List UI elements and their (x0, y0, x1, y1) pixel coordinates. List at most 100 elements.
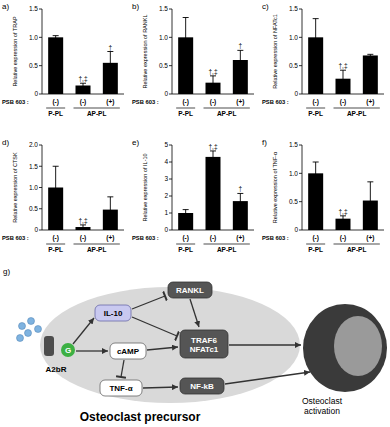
y-tick (299, 9, 302, 10)
error-bar (313, 19, 319, 56)
arrow (229, 344, 301, 345)
y-tick-label: 0.5 (29, 205, 38, 212)
error-stem (370, 182, 371, 219)
y-tick-label: 1.0 (29, 34, 38, 41)
category-label: (-) (52, 234, 59, 242)
error-bar (313, 162, 319, 185)
arrow (76, 350, 108, 351)
category-label: (-) (210, 234, 217, 242)
y-tick (39, 208, 42, 209)
category-label: (-) (80, 234, 87, 242)
y-axis (302, 145, 303, 230)
error-stem (83, 83, 84, 88)
chart-panel: b)Relative expression of RANKL00.51.01.5… (132, 2, 254, 117)
category-label: (-) (210, 98, 217, 106)
chart-panel: a)Relative expression of TRAP00.51.01.5†… (2, 2, 124, 117)
y-tick-label: 1.0 (29, 184, 38, 191)
g-protein (61, 343, 75, 357)
x-axis-label: PSB 603 : (132, 99, 159, 105)
y-tick (169, 37, 172, 38)
y-axis (172, 9, 173, 94)
y-tick (39, 65, 42, 66)
error-cap (313, 18, 319, 19)
chart-panel: e)Relative expression of IL-10012345†,‡†… (132, 138, 254, 253)
y-tick (39, 145, 42, 146)
y-axis-label: Relative expression of IL-10 (142, 153, 148, 221)
y-tick (39, 94, 42, 95)
panel-label: b) (132, 2, 139, 11)
y-tick (39, 37, 42, 38)
plot-area (48, 36, 118, 94)
error-cap (80, 224, 86, 225)
error-bar (210, 151, 216, 163)
y-tick-label: 0 (294, 226, 298, 233)
adenosine (35, 326, 42, 333)
y-tick (299, 201, 302, 202)
y-tick-label: 0.5 (289, 198, 298, 205)
y-tick (169, 94, 172, 95)
group-line (306, 244, 325, 245)
error-stem (55, 166, 56, 209)
group-line (176, 244, 195, 245)
y-tick (39, 166, 42, 167)
error-cap (80, 83, 86, 84)
category-label: (-) (312, 98, 319, 106)
error-cap (340, 70, 346, 71)
group-label: P-PL (48, 110, 63, 117)
bar (206, 157, 221, 230)
panel-label: d) (2, 138, 9, 147)
y-tick (299, 145, 302, 146)
error-stem (185, 210, 186, 217)
node-box (110, 343, 146, 359)
error-stem (110, 197, 111, 223)
group-label: P-PL (178, 246, 193, 253)
error-cap (183, 17, 189, 18)
y-axis (302, 9, 303, 94)
category-label: (+) (106, 234, 114, 242)
group-label: P-PL (48, 246, 63, 253)
error-cap (53, 35, 59, 36)
error-cap (210, 150, 216, 151)
node-label: RANKL (176, 286, 204, 295)
panel-label: a) (2, 2, 9, 11)
error-bar (53, 36, 59, 39)
group-line (176, 108, 195, 109)
cell-label: Osteoclastactivation (302, 396, 343, 416)
arrow (73, 318, 94, 344)
group-label: AP-PL (217, 246, 237, 253)
category-label: (-) (340, 234, 347, 242)
chart-panel: f)Relative expression of TNF-α00.51.01.5… (262, 138, 384, 253)
node-box (95, 305, 131, 321)
error-bar (80, 83, 86, 88)
receptor (44, 336, 54, 356)
cell-label-line: activation (304, 406, 340, 416)
plot-area (308, 162, 378, 230)
y-tick (299, 173, 302, 174)
y-tick-label: 5 (164, 141, 168, 148)
node-label: NF-kB (190, 382, 214, 391)
y-tick (39, 9, 42, 10)
y-tick-label: 0 (164, 90, 168, 97)
y-axis-label: Relative expression of TNF-α (272, 151, 278, 223)
panel-label: c) (262, 2, 269, 11)
error-bar (340, 216, 346, 222)
node-label: G (65, 346, 71, 355)
error-bar (183, 210, 189, 217)
plot-area (308, 19, 378, 94)
cell-label: Osteoclast precursor (80, 410, 201, 424)
y-axis-label: Relative expression of RANKL (142, 15, 148, 89)
y-tick-label: 0.5 (29, 62, 38, 69)
group-label: P-PL (178, 110, 193, 117)
arrow (143, 387, 178, 388)
error-cap (107, 196, 113, 197)
error-cap (53, 166, 59, 167)
category-label: (-) (182, 234, 189, 242)
group-line (46, 244, 65, 245)
category-label: (+) (236, 98, 244, 106)
error-cap (210, 75, 216, 76)
group-label: AP-PL (347, 110, 367, 117)
inhibition (132, 296, 165, 309)
panel-label: e) (132, 138, 139, 147)
y-tick (39, 187, 42, 188)
y-tick (169, 9, 172, 10)
